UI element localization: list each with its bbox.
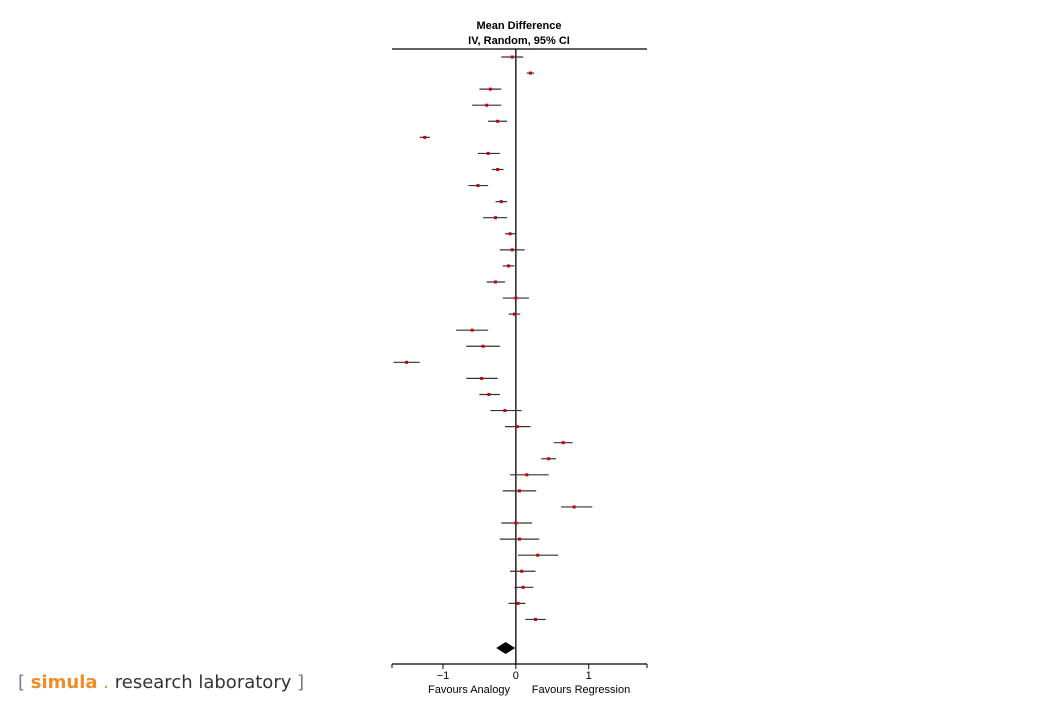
study-point [516,601,520,605]
study-point [493,216,497,220]
study-point [488,87,492,91]
study-point [572,505,576,509]
study-point [507,264,511,268]
study-point [518,489,521,493]
study-point [493,280,497,284]
chart-title: Mean Difference [477,20,562,32]
left-favours-label: Favours Analogy [428,684,510,696]
study-point [510,55,514,59]
footer-dot: . [103,672,110,693]
study-point [536,553,540,557]
study-point [486,151,490,155]
study-point [518,537,521,541]
study-point [525,473,529,477]
x-tick-label: 1 [586,670,592,682]
x-tick-label: 0 [513,670,519,682]
x-axis: −1 0 1 [391,663,648,682]
study-point [480,376,484,380]
footer-brand: simula [30,672,98,693]
chart-subtitle: IV, Random, 95% CI [468,35,570,47]
study-point [470,328,474,332]
study-point [487,392,491,396]
studies-layer [393,49,593,664]
right-favours-label: Favours Regression [532,684,630,696]
footer-text: research laboratory [114,672,292,693]
study-point [423,135,427,139]
study-point [503,409,507,413]
footer-bracket-close: ] [297,672,305,693]
study-point [514,296,518,300]
study-point [481,344,485,348]
footer-bracket-open: [ [18,672,26,693]
study-point [485,103,489,107]
study-point [510,248,514,252]
study-point [520,569,524,573]
pooled-diamond [496,642,516,654]
study-point [561,441,565,445]
footer-logo: [ simula . research laboratory ] [18,672,304,693]
study-point [547,457,551,461]
study-point [405,360,409,364]
study-point [534,617,538,621]
study-point [476,184,480,188]
study-point [496,119,500,123]
study-point [496,167,500,171]
study-point [499,200,503,204]
study-point [528,71,532,75]
study-point [514,521,518,525]
study-point [521,585,525,589]
x-tick-label: −1 [437,670,450,682]
study-point [512,312,516,316]
study-point [515,425,519,429]
study-point [508,232,512,236]
